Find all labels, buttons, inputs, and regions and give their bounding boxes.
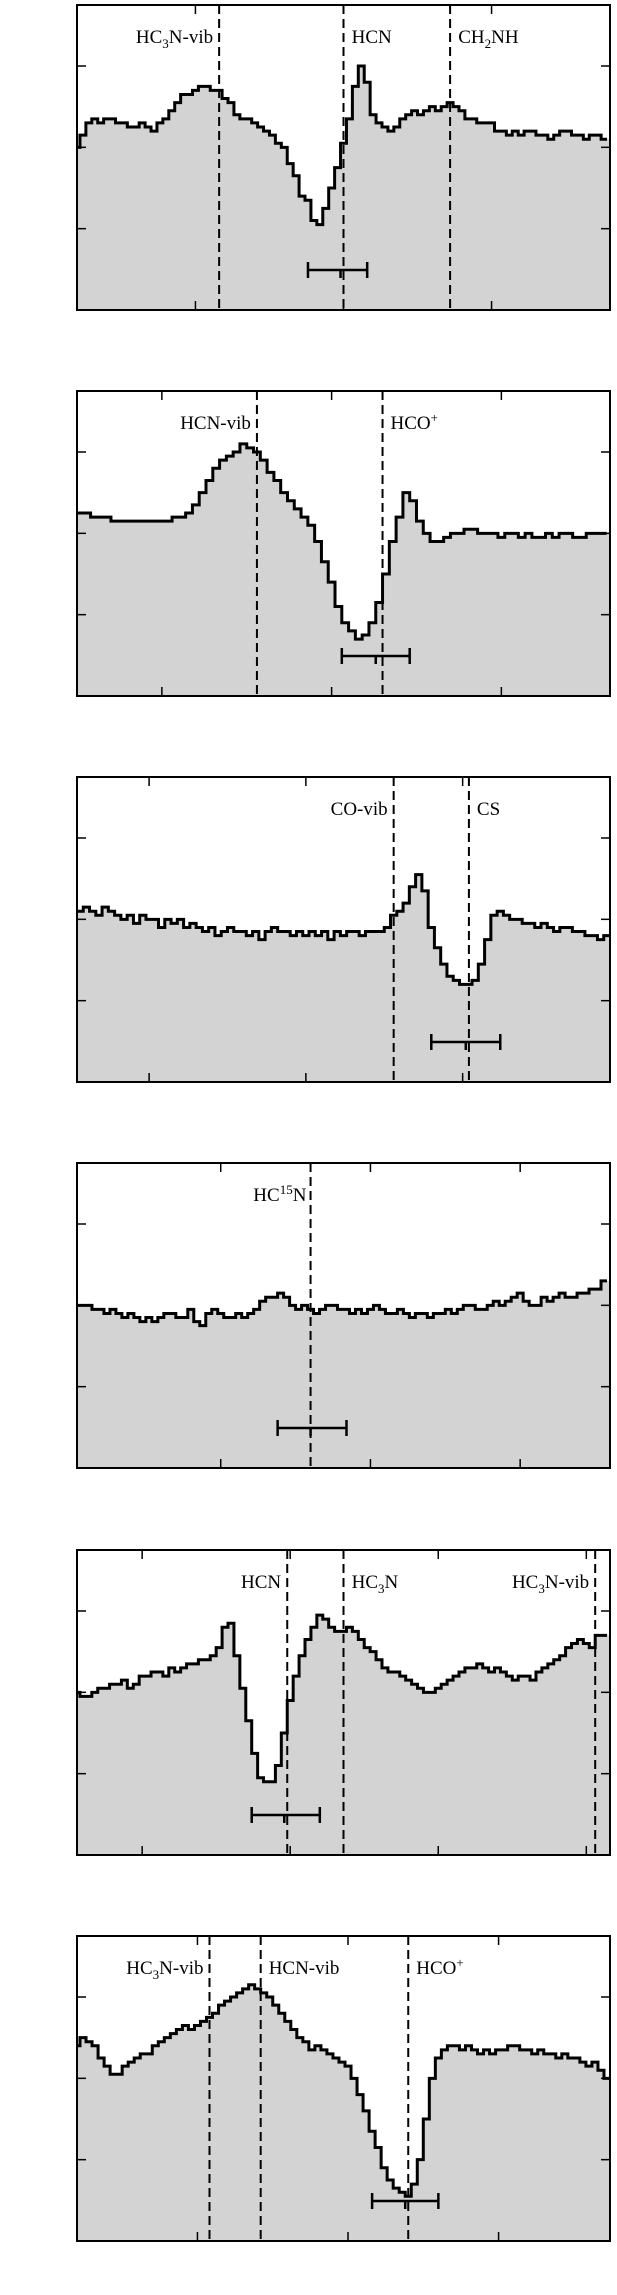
line-label: HC3N-vib [512, 1572, 589, 1596]
spectrum-fill [77, 66, 610, 310]
spectrum-line [77, 64, 608, 227]
panel-a: HC3N-vib HCN CH2NH [76, 4, 611, 311]
spectrum-fill [77, 1615, 610, 1855]
spectrum-line [77, 873, 610, 986]
spectrum-fill [77, 874, 610, 1082]
panel-f: HC3N-vib HCN-vib HCO+ [76, 1935, 611, 2242]
line-label: HCN [352, 27, 392, 48]
panel-b: HCN-vib HCO+ [76, 390, 611, 697]
line-label: CS [477, 799, 500, 820]
plot-frame [76, 1162, 611, 1469]
spectrum-fill [77, 443, 610, 696]
line-label: HCN-vib [180, 413, 251, 434]
line-label: HC3N [352, 1572, 399, 1596]
line-label: HCN [241, 1572, 281, 1593]
plot-frame [76, 1935, 611, 2242]
plot-frame [76, 776, 611, 1083]
line-label: HC3N-vib [136, 27, 213, 51]
panel-e: HCN HC3N HC3N-vib [76, 1549, 611, 1856]
line-label: HC15N [253, 1182, 306, 1206]
line-label: CH2NH [458, 27, 519, 51]
panel-c: CO-vib CS [76, 776, 611, 1083]
spectrum-line [77, 1279, 608, 1328]
line-label: HCN-vib [269, 1958, 340, 1979]
spectrum-line [77, 442, 607, 641]
line-label: HCO+ [416, 1955, 463, 1979]
plot-frame [76, 390, 611, 697]
spectrum-line [77, 1983, 610, 2198]
line-label: HC3N-vib [126, 1958, 203, 1982]
line-label: CO-vib [331, 799, 388, 820]
line-label: HCO+ [391, 410, 438, 434]
spectrum-line [77, 1613, 608, 1784]
spectrum-fill [77, 1984, 610, 2241]
plot-frame [76, 1549, 611, 1856]
panel-d: HC15N [76, 1162, 611, 1469]
spectrum-fill [77, 1280, 610, 1468]
